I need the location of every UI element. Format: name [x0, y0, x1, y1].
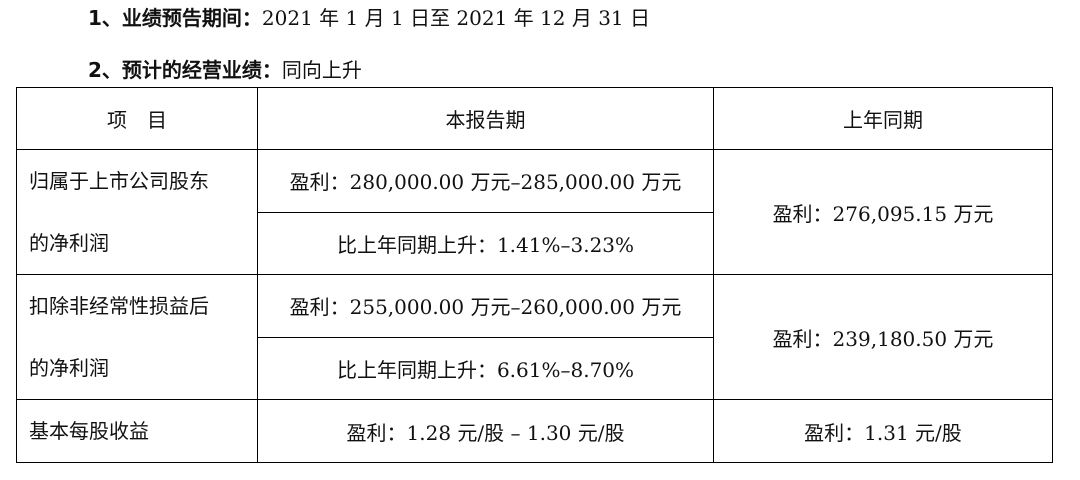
prior-profit-cell: 盈利：239,180.50 万元 — [713, 274, 1053, 400]
row-label-line: 的净利润 — [29, 231, 109, 255]
heading-expected-performance: 2、预计的经营业绩：同向上升 — [88, 57, 362, 83]
table-row: 比上年同期上升：6.61%–8.70% — [17, 336, 1053, 400]
row-label-line: 扣除非经常性损益后 — [29, 294, 209, 318]
row-label-net-profit: 归属于上市公司股东 的净利润 — [16, 149, 258, 275]
column-header-prior-period: 上年同期 — [713, 87, 1053, 150]
row-label-basic-eps: 基本每股收益 — [16, 399, 258, 463]
column-header-current-period: 本报告期 — [257, 87, 714, 150]
table-row: 扣除非经常性损益后 的净利润 盈利：255,000.00 万元–260,000.… — [16, 274, 1053, 400]
current-profit-cell: 盈利：255,000.00 万元–260,000.00 万元 — [257, 274, 714, 338]
heading-value: 2021 年 1 月 1 日至 2021 年 12 月 31 日 — [261, 6, 650, 30]
heading-label: 1、业绩预告期间： — [88, 6, 262, 30]
row-label-line: 的净利润 — [29, 356, 109, 380]
heading-label: 2、预计的经营业绩： — [88, 58, 282, 82]
row-label-line: 归属于上市公司股东 — [29, 169, 209, 193]
prior-profit-cell: 盈利：276,095.15 万元 — [713, 149, 1053, 275]
performance-forecast-table: 项 目 本报告期 上年同期 归属于上市公司股东 的净利润 盈利：280,000.… — [16, 87, 1053, 463]
row-label-net-profit-excluding-nonrecurring: 扣除非经常性损益后 的净利润 — [16, 274, 258, 400]
column-header-item: 项 目 — [16, 87, 258, 150]
heading-forecast-period: 1、业绩预告期间：2021 年 1 月 1 日至 2021 年 12 月 31 … — [88, 5, 650, 31]
current-change-cell: 比上年同期上升：6.61%–8.70% — [257, 336, 714, 400]
table-header-row: 项 目 本报告期 上年同期 — [16, 87, 1053, 150]
table-row: 基本每股收益 盈利：1.28 元/股 – 1.30 元/股 盈利：1.31 元/… — [16, 399, 1053, 463]
table-row: 归属于上市公司股东 的净利润 盈利：280,000.00 万元–285,000.… — [16, 149, 1053, 275]
current-change-cell: 比上年同期上升：1.41%–3.23% — [257, 211, 714, 275]
heading-value: 同向上升 — [281, 58, 362, 82]
current-profit-cell: 盈利：280,000.00 万元–285,000.00 万元 — [257, 149, 714, 213]
table-row: 比上年同期上升：1.41%–3.23% — [17, 211, 1053, 275]
current-eps-cell: 盈利：1.28 元/股 – 1.30 元/股 — [257, 399, 714, 463]
prior-eps-cell: 盈利：1.31 元/股 — [713, 399, 1053, 463]
